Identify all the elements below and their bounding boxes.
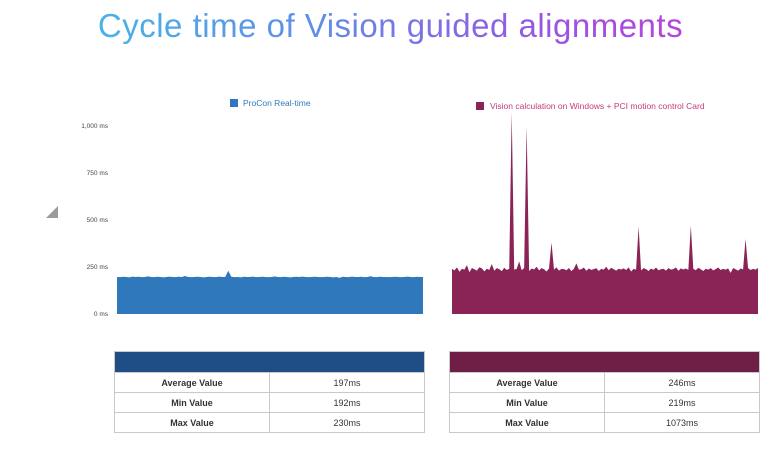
- stat-label: Average Value: [114, 372, 270, 393]
- stat-label: Average Value: [449, 372, 605, 393]
- area-series-procon: [117, 270, 423, 314]
- legend-swatch-procon: [230, 99, 238, 107]
- stats-table-procon: Average Value 197ms Min Value 192ms Max …: [114, 351, 425, 433]
- table-row: Min Value 192ms: [114, 392, 425, 413]
- stat-value: 219ms: [604, 392, 760, 413]
- table-row: Average Value 197ms: [114, 372, 425, 393]
- legend-label-procon: ProCon Real-time: [243, 98, 311, 108]
- y-tick-label: 500 ms: [87, 217, 109, 224]
- stat-value: 246ms: [604, 372, 760, 393]
- table-row: Min Value 219ms: [449, 392, 760, 413]
- chart-title: Cycle time of Vision guided alignments: [0, 4, 781, 48]
- y-tick-label: 750 ms: [87, 170, 109, 177]
- table-row: Max Value 1073ms: [449, 412, 760, 433]
- legend-label-vision: Vision calculation on Windows + PCI moti…: [490, 101, 705, 111]
- stat-value: 230ms: [269, 412, 425, 433]
- y-axis: 0 ms 250 ms 500 ms 750 ms 1,000 ms: [81, 123, 108, 318]
- y-tick-label: 1,000 ms: [81, 123, 108, 130]
- y-tick-label: 0 ms: [94, 311, 109, 318]
- table-row: Average Value 246ms: [449, 372, 760, 393]
- stat-label: Min Value: [449, 392, 605, 413]
- stat-label: Min Value: [114, 392, 270, 413]
- legend-swatch-vision: [476, 102, 484, 110]
- area-series-vision: [452, 112, 758, 314]
- stats-table-header: [449, 351, 760, 373]
- table-row: Max Value 230ms: [114, 412, 425, 433]
- stat-value: 1073ms: [604, 412, 760, 433]
- stats-table-vision: Average Value 246ms Min Value 219ms Max …: [449, 351, 760, 433]
- stat-value: 192ms: [269, 392, 425, 413]
- corner-fold-icon[interactable]: [46, 206, 58, 218]
- stat-label: Max Value: [449, 412, 605, 433]
- stat-value: 197ms: [269, 372, 425, 393]
- series-procon: [117, 270, 423, 314]
- y-tick-label: 250 ms: [87, 264, 109, 271]
- series-vision: [452, 112, 758, 314]
- stat-label: Max Value: [114, 412, 270, 433]
- stats-table-header: [114, 351, 425, 373]
